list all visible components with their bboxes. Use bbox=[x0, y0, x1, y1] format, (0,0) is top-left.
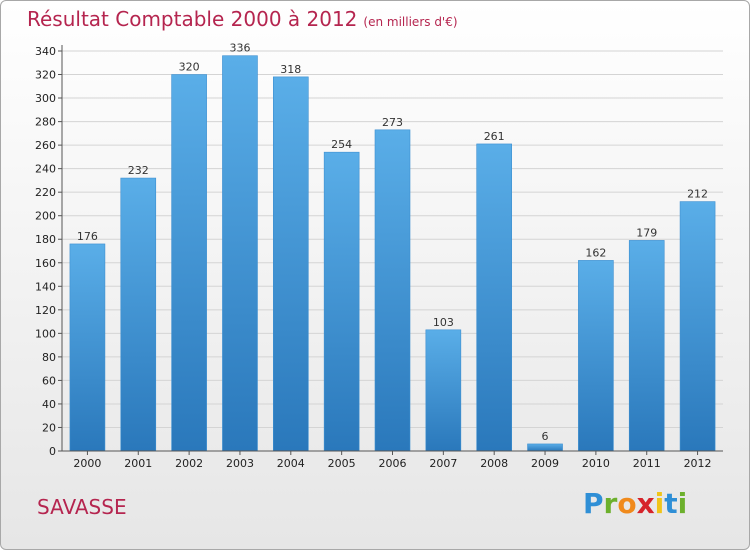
y-tick-label: 60 bbox=[42, 374, 56, 387]
x-tick-label: 2004 bbox=[277, 457, 305, 470]
y-tick-label: 260 bbox=[35, 139, 56, 152]
x-tick-label: 2011 bbox=[633, 457, 661, 470]
y-tick-label: 140 bbox=[35, 280, 56, 293]
bar-2006 bbox=[374, 129, 411, 452]
y-tick-label: 280 bbox=[35, 116, 56, 129]
bar-2002 bbox=[171, 74, 207, 452]
y-tick-label: 220 bbox=[35, 186, 56, 199]
x-tick-label: 2006 bbox=[379, 457, 407, 470]
bar-2003 bbox=[222, 55, 258, 452]
bar-2010 bbox=[578, 260, 614, 452]
data-label: 212 bbox=[687, 188, 708, 201]
data-label: 176 bbox=[77, 230, 98, 243]
data-label: 179 bbox=[636, 226, 657, 239]
bar-2001 bbox=[120, 177, 157, 452]
y-tick-label: 20 bbox=[42, 421, 56, 434]
logo-letter: i bbox=[654, 487, 665, 520]
logo-letter: t bbox=[664, 487, 678, 520]
x-tick-label: 2010 bbox=[582, 457, 610, 470]
x-tick-label: 2002 bbox=[175, 457, 203, 470]
proxiti-logo: Proxiti bbox=[583, 487, 687, 520]
data-label: 320 bbox=[179, 61, 200, 74]
bar-2011 bbox=[628, 240, 665, 452]
logo-letter: i bbox=[677, 487, 688, 520]
data-label: 103 bbox=[433, 316, 454, 329]
y-tick-label: 0 bbox=[49, 445, 56, 458]
x-tick-label: 2000 bbox=[73, 457, 101, 470]
bar-2008 bbox=[476, 143, 512, 452]
bar-2005 bbox=[323, 151, 360, 452]
bar-2009 bbox=[527, 443, 563, 452]
commune-name: SAVASSE bbox=[37, 495, 127, 519]
data-label: 232 bbox=[128, 164, 149, 177]
x-tick-label: 2003 bbox=[226, 457, 254, 470]
y-tick-label: 300 bbox=[35, 92, 56, 105]
x-tick-label: 2001 bbox=[124, 457, 152, 470]
bar-2007 bbox=[425, 329, 462, 452]
y-tick-label: 340 bbox=[35, 45, 56, 58]
y-tick-label: 120 bbox=[35, 304, 56, 317]
x-tick-label: 2008 bbox=[480, 457, 508, 470]
logo-letter: P bbox=[583, 487, 604, 520]
bar-2012 bbox=[679, 201, 716, 452]
logo-letter: x bbox=[636, 487, 655, 520]
data-label: 261 bbox=[484, 130, 505, 143]
y-tick-label: 80 bbox=[42, 351, 56, 364]
y-tick-label: 100 bbox=[35, 327, 56, 340]
chart-unit: (en milliers d'€) bbox=[363, 15, 458, 29]
data-label: 162 bbox=[585, 246, 606, 259]
data-label: 273 bbox=[382, 116, 403, 129]
x-tick-label: 2005 bbox=[328, 457, 356, 470]
x-tick-label: 2009 bbox=[531, 457, 559, 470]
y-tick-label: 320 bbox=[35, 69, 56, 82]
data-label: 318 bbox=[280, 63, 301, 76]
data-label: 6 bbox=[542, 430, 549, 443]
logo-letter: o bbox=[617, 487, 637, 520]
x-tick-label: 2012 bbox=[684, 457, 712, 470]
bar-2004 bbox=[273, 76, 309, 452]
y-tick-label: 160 bbox=[35, 257, 56, 270]
x-tick-label: 2007 bbox=[429, 457, 457, 470]
chart-title-text: Résultat Comptable 2000 à 2012 bbox=[27, 7, 358, 31]
data-label: 336 bbox=[229, 42, 250, 55]
bar-2000 bbox=[69, 243, 106, 452]
data-label: 254 bbox=[331, 138, 352, 151]
y-tick-label: 180 bbox=[35, 233, 56, 246]
y-tick-label: 200 bbox=[35, 210, 56, 223]
chart-title: Résultat Comptable 2000 à 2012 (en millie… bbox=[27, 7, 458, 31]
logo-letter: r bbox=[603, 487, 618, 520]
y-tick-label: 40 bbox=[42, 398, 56, 411]
y-tick-label: 240 bbox=[35, 163, 56, 176]
